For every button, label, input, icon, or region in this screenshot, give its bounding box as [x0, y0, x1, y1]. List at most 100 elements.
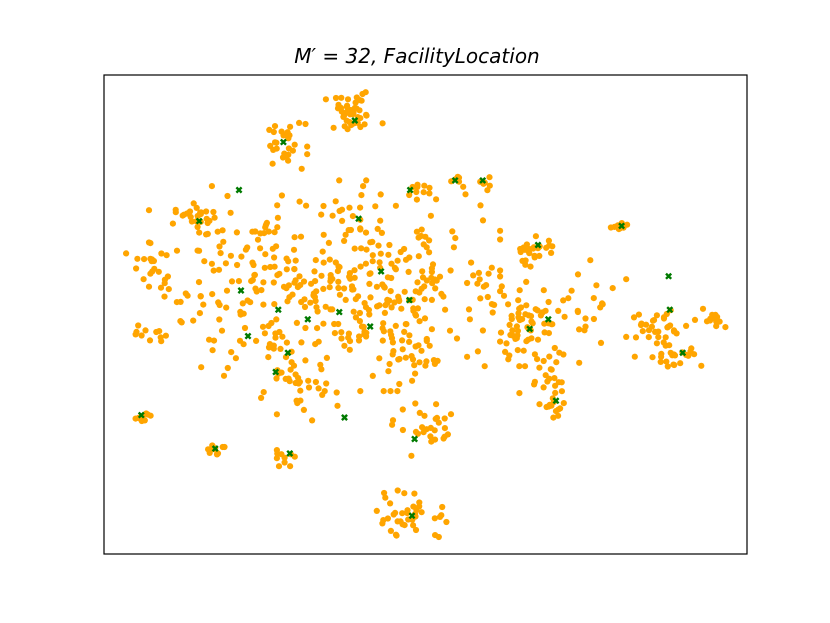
- scatter-point: [540, 384, 547, 391]
- scatter-point: [327, 278, 334, 285]
- scatter-point: [198, 364, 205, 371]
- scatter-point: [163, 252, 170, 259]
- scatter-point: [531, 378, 539, 385]
- scatter-point: [297, 397, 304, 404]
- scatter-point: [505, 356, 512, 363]
- scatter-point: [412, 288, 419, 295]
- scatter-point: [550, 414, 557, 421]
- scatter-point: [294, 284, 301, 291]
- scatter-point: [323, 380, 330, 387]
- scatter-point: [242, 246, 249, 253]
- scatter-point: [157, 334, 164, 341]
- scatter-point: [346, 273, 353, 280]
- scatter-point: [253, 337, 260, 344]
- scatter-point: [418, 347, 425, 354]
- scatter-point: [385, 368, 392, 375]
- scatter-point: [292, 371, 299, 378]
- scatter-point: [409, 377, 416, 384]
- scatter-point: [219, 227, 226, 234]
- scatter-point: [285, 157, 292, 164]
- scatter-point: [477, 202, 484, 209]
- scatter-point: [325, 239, 332, 246]
- scatter-point: [384, 300, 391, 307]
- scatter-point: [214, 450, 222, 457]
- scatter-point: [558, 379, 565, 386]
- selected-point-marker: [552, 397, 560, 405]
- scatter-point: [190, 317, 197, 324]
- scatter-point: [296, 273, 303, 280]
- scatter-point: [413, 196, 420, 203]
- scatter-point: [402, 256, 410, 263]
- scatter-point: [497, 338, 504, 345]
- scatter-point: [392, 509, 399, 516]
- scatter-point: [409, 356, 417, 363]
- scatter-point: [432, 285, 439, 292]
- scatter-point: [210, 208, 217, 216]
- scatter-point: [296, 119, 303, 126]
- scatter-point: [430, 357, 437, 364]
- scatter-point: [178, 319, 185, 326]
- scatter-point: [388, 304, 395, 311]
- scatter-point: [332, 94, 340, 102]
- scatter-point: [203, 231, 210, 238]
- scatter-point: [366, 311, 373, 318]
- scatter-point: [545, 237, 553, 244]
- scatter-point: [260, 279, 267, 286]
- scatter-point: [261, 264, 268, 271]
- scatter-point: [497, 227, 504, 234]
- scatter-point: [279, 333, 286, 340]
- scatter-point: [197, 209, 204, 216]
- scatter-point: [423, 244, 430, 251]
- scatter-point: [357, 388, 364, 395]
- scatter-point: [413, 506, 420, 513]
- selected-point-marker: [211, 445, 219, 453]
- scatter-point: [266, 126, 273, 133]
- scatter-point: [357, 263, 364, 270]
- scatter-point: [549, 321, 556, 328]
- scatter-point: [362, 260, 369, 267]
- scatter-point: [215, 266, 223, 273]
- scatter-point: [707, 317, 714, 324]
- scatter-point: [237, 308, 244, 315]
- scatter-point: [623, 333, 630, 340]
- scatter-point: [204, 219, 211, 227]
- scatter-point: [452, 235, 459, 242]
- scatter-point: [341, 237, 348, 244]
- scatter-point: [186, 208, 194, 215]
- scatter-point: [516, 390, 523, 397]
- scatter-point: [363, 246, 370, 253]
- scatter-point: [401, 245, 408, 253]
- scatter-point: [416, 359, 423, 366]
- scatter-point: [662, 334, 669, 341]
- scatter-point: [363, 112, 370, 119]
- scatter-point: [273, 455, 280, 462]
- scatter-point: [334, 268, 341, 275]
- scatter-point: [241, 324, 249, 332]
- scatter-point: [300, 406, 307, 413]
- scatter-point: [480, 283, 487, 290]
- scatter-point: [274, 214, 281, 221]
- scatter-point: [379, 325, 386, 332]
- scatter-point: [399, 510, 406, 517]
- scatter-point: [404, 509, 411, 517]
- scatter-point: [421, 182, 428, 189]
- scatter-point: [274, 224, 281, 231]
- scatter-point: [395, 293, 402, 300]
- scatter-point: [541, 320, 548, 327]
- scatter-point: [376, 355, 383, 362]
- scatter-point: [479, 327, 486, 334]
- scatter-point: [369, 252, 376, 259]
- scatter-point: [391, 264, 398, 271]
- scatter-point: [261, 230, 268, 237]
- scatter-point: [671, 352, 679, 359]
- scatter-point: [545, 403, 552, 410]
- scatter-point: [399, 406, 406, 413]
- selected-point-marker: [411, 435, 419, 443]
- scatter-point: [304, 143, 311, 150]
- scatter-point: [173, 247, 181, 254]
- selected-point-marker: [235, 186, 243, 194]
- scatter-point: [401, 328, 408, 335]
- scatter-point: [389, 421, 396, 428]
- scatter-point: [247, 299, 254, 306]
- scatter-point: [210, 337, 218, 344]
